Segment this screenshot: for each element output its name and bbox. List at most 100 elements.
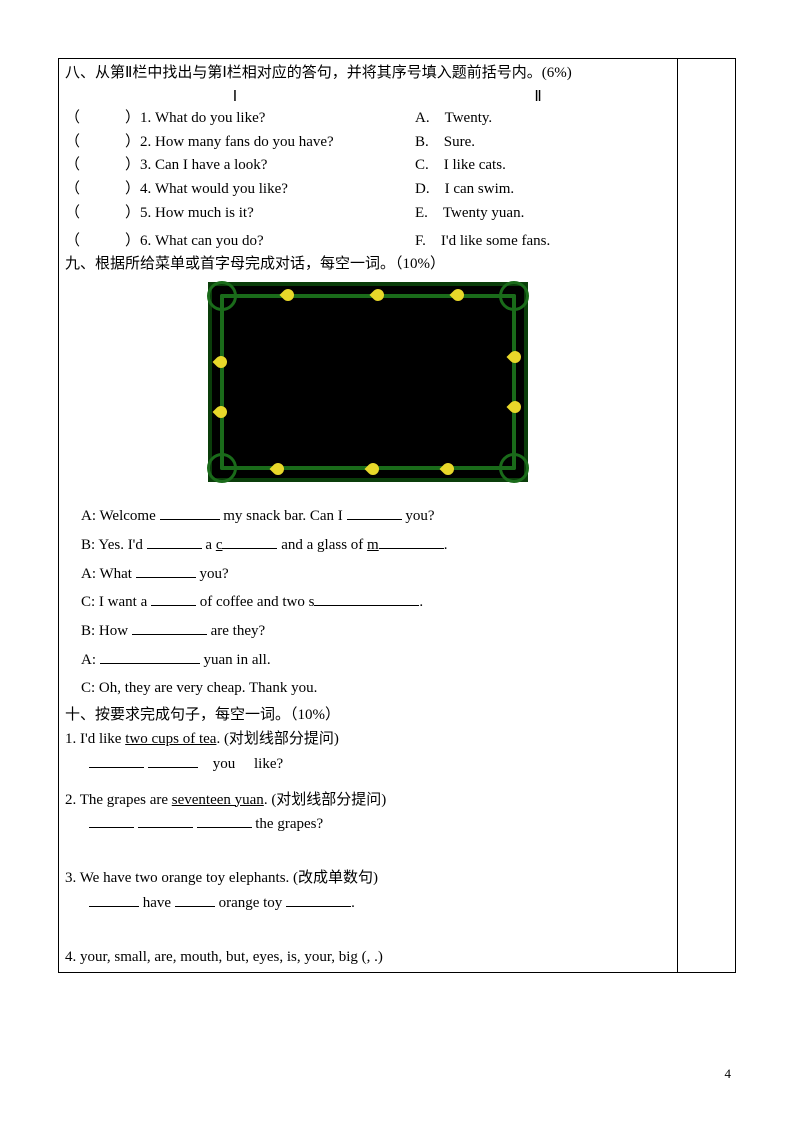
q1-answer: you like? — [65, 753, 671, 776]
text: yuan in all. — [200, 652, 271, 668]
text: you like? — [198, 756, 283, 772]
col2-header: Ⅱ — [405, 87, 671, 106]
knot-decoration — [207, 453, 237, 483]
match-a: A. Twenty. — [405, 108, 671, 130]
leaf-icon — [213, 354, 230, 371]
match-row: （ ）1. What do you like? A. Twenty. — [65, 108, 671, 130]
dialogue-line: C: I want a of coffee and two s. — [81, 591, 671, 614]
text: . (对划线部分提问) — [216, 731, 339, 747]
knot-decoration — [499, 453, 529, 483]
leaf-icon — [440, 461, 457, 478]
dialogue-line: A: Welcome my snack bar. Can I you? — [81, 505, 671, 528]
side-cell — [678, 59, 736, 973]
text: . — [444, 537, 448, 553]
text: my snack bar. Can I — [220, 508, 347, 524]
blank-field[interactable] — [148, 753, 198, 768]
dialogue-line: A: What you? — [81, 563, 671, 586]
blank-field[interactable] — [379, 534, 444, 549]
blank-field[interactable] — [222, 534, 277, 549]
text: you? — [402, 508, 435, 524]
match-q: （ ）3. Can I have a look? — [65, 155, 405, 177]
knot-decoration — [207, 281, 237, 311]
text: A: — [81, 652, 100, 668]
page-content: 八、从第Ⅱ栏中找出与第Ⅰ栏相对应的答句，并将其序号填入题前括号内。(6%) Ⅰ … — [58, 58, 736, 973]
dialogue-line: A: yuan in all. — [81, 649, 671, 672]
page-number: 4 — [725, 1066, 732, 1082]
match-a: B. Sure. — [405, 132, 671, 154]
worksheet-table: 八、从第Ⅱ栏中找出与第Ⅰ栏相对应的答句，并将其序号填入题前括号内。(6%) Ⅰ … — [58, 58, 736, 973]
text: you? — [196, 566, 229, 582]
leaf-icon — [213, 404, 230, 421]
text: . — [419, 594, 423, 610]
main-cell: 八、从第Ⅱ栏中找出与第Ⅰ栏相对应的答句，并将其序号填入题前括号内。(6%) Ⅰ … — [59, 59, 678, 973]
match-q: （ ）2. How many fans do you have? — [65, 132, 405, 154]
text: and a glass of — [277, 537, 367, 553]
match-q: （ ）6. What can you do? — [65, 231, 405, 253]
column-headers: Ⅰ Ⅱ — [65, 87, 671, 106]
text: orange toy — [215, 895, 286, 911]
match-a: F. I'd like some fans. — [405, 231, 671, 253]
blank-field[interactable] — [138, 813, 193, 828]
blank-field[interactable] — [132, 620, 207, 635]
section10-title: 十、按要求完成句子，每空一词。（10%） — [65, 705, 671, 727]
blank-field[interactable] — [197, 813, 252, 828]
knot-decoration — [499, 281, 529, 311]
blank-field[interactable] — [147, 534, 202, 549]
text: the grapes? — [252, 816, 324, 832]
blank-field[interactable] — [89, 753, 144, 768]
dialogue-line: B: Yes. I'd a c and a glass of m. — [81, 534, 671, 557]
section8-title: 八、从第Ⅱ栏中找出与第Ⅰ栏相对应的答句，并将其序号填入题前括号内。(6%) — [65, 63, 671, 85]
leaf-icon — [450, 287, 467, 304]
text: 2. The grapes are — [65, 792, 172, 808]
blank-field[interactable] — [286, 892, 351, 907]
blank-field[interactable] — [160, 505, 220, 520]
leaf-icon — [270, 461, 287, 478]
vine-decoration — [220, 294, 516, 298]
blank-field[interactable] — [314, 591, 419, 606]
match-row: （ ）6. What can you do? F. I'd like some … — [65, 231, 671, 253]
match-row: （ ）2. How many fans do you have? B. Sure… — [65, 132, 671, 154]
text: . (对划线部分提问) — [264, 792, 387, 808]
q1: 1. I'd like two cups of tea. (对划线部分提问) — [65, 729, 671, 751]
blank-field[interactable] — [89, 892, 139, 907]
leaf-icon — [370, 287, 387, 304]
match-q: （ ）4. What would you like? — [65, 179, 405, 201]
dialogue-block: A: Welcome my snack bar. Can I you? B: Y… — [65, 505, 671, 699]
menu-image-wrap — [65, 282, 671, 487]
text: are they? — [207, 623, 265, 639]
leaf-icon — [507, 399, 524, 416]
text: 1. I'd like — [65, 731, 125, 747]
match-a: E. Twenty yuan. — [405, 203, 671, 225]
blank-field[interactable] — [347, 505, 402, 520]
section9-title: 九、根据所给菜单或首字母完成对话，每空一词。（10%） — [65, 254, 671, 276]
vine-decoration — [220, 294, 224, 470]
text: A: Welcome — [81, 508, 160, 524]
underlined-text: seventeen yuan — [172, 792, 264, 808]
text: A: What — [81, 566, 136, 582]
leaf-icon — [280, 287, 297, 304]
leaf-icon — [507, 349, 524, 366]
blank-field[interactable] — [175, 892, 215, 907]
text: B: How — [81, 623, 132, 639]
blank-field[interactable] — [151, 591, 196, 606]
leaf-icon — [365, 461, 382, 478]
match-q: （ ）5. How much is it? — [65, 203, 405, 225]
q3: 3. We have two orange toy elephants. (改成… — [65, 868, 671, 890]
col1-header: Ⅰ — [65, 87, 405, 106]
hint-letter: m — [367, 537, 379, 553]
blank-field[interactable] — [89, 813, 134, 828]
blank-field[interactable] — [100, 649, 200, 664]
match-row: （ ）5. How much is it? E. Twenty yuan. — [65, 203, 671, 225]
match-row: （ ）3. Can I have a look? C. I like cats. — [65, 155, 671, 177]
underlined-text: two cups of tea — [125, 731, 216, 747]
q3-answer: have orange toy . — [65, 892, 671, 915]
text: have — [139, 895, 175, 911]
blank-field[interactable] — [136, 563, 196, 578]
dialogue-line: B: How are they? — [81, 620, 671, 643]
q4: 4. your, small, are, mouth, but, eyes, i… — [65, 947, 671, 969]
match-row: （ ）4. What would you like? D. I can swim… — [65, 179, 671, 201]
q2-answer: the grapes? — [65, 813, 671, 836]
hint-letter: c — [216, 537, 223, 553]
text: C: I want a — [81, 594, 151, 610]
vine-decoration — [512, 294, 516, 470]
